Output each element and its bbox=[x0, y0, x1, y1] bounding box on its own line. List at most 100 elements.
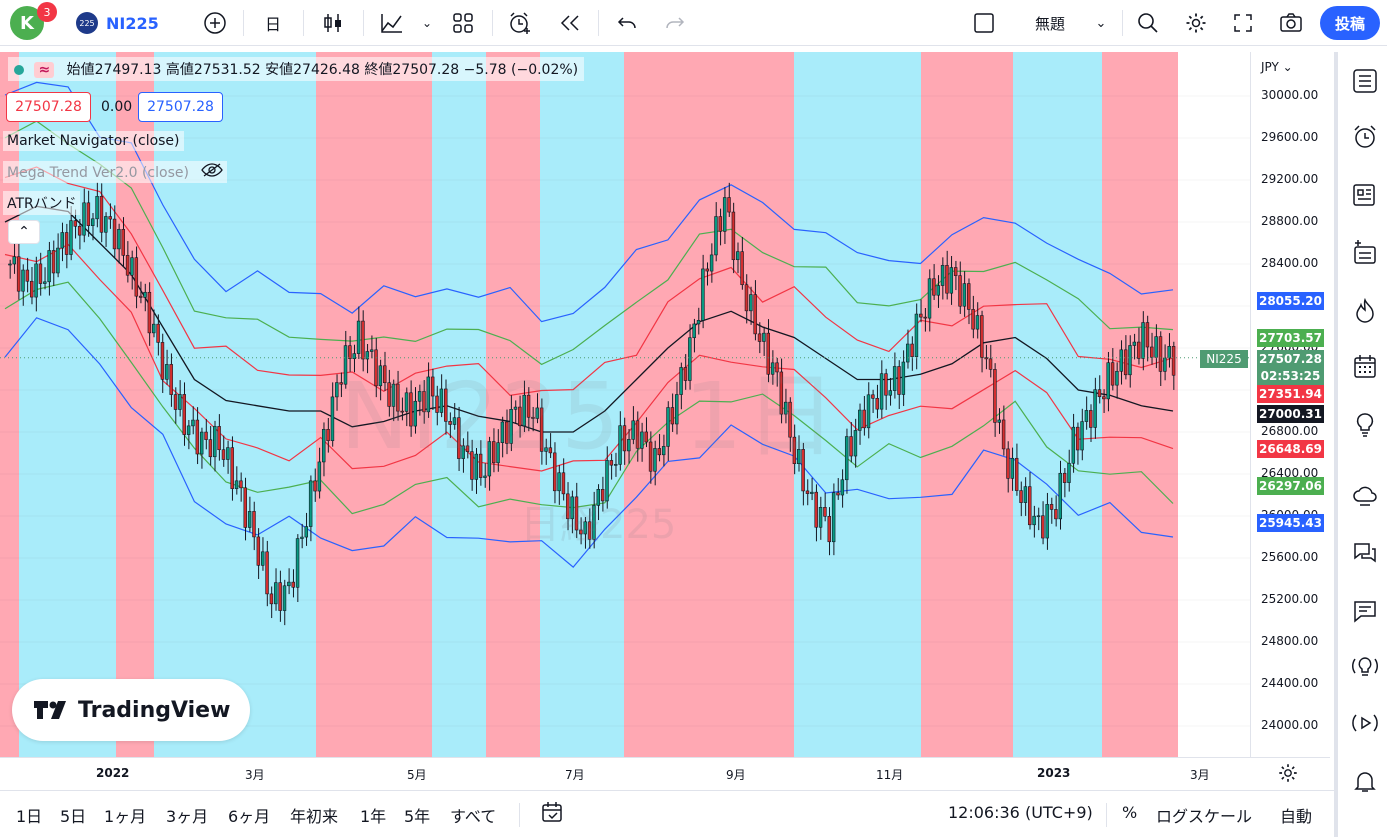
timezone-clock[interactable]: 12:06:36 (UTC+9) bbox=[948, 803, 1093, 822]
auto-scale-toggle[interactable]: 自動 bbox=[1280, 807, 1313, 826]
candle-up bbox=[810, 491, 814, 494]
candle-up bbox=[1010, 457, 1015, 479]
time-label: 3月 bbox=[1190, 768, 1210, 782]
candle-up bbox=[56, 247, 60, 274]
indicators-icon[interactable] bbox=[377, 7, 407, 39]
select-layout-icon[interactable] bbox=[970, 7, 998, 39]
notifications-bell-icon[interactable] bbox=[1348, 764, 1382, 798]
search-icon[interactable] bbox=[1133, 7, 1163, 39]
range-1y-button[interactable]: 1年 bbox=[360, 807, 387, 826]
time-axis[interactable]: 2022 3月 5月 7月 9月 11月 2023 3月 bbox=[0, 757, 1330, 789]
symbol-watermark: NI225, 1日 bbox=[340, 363, 839, 470]
candle-up bbox=[1154, 336, 1158, 358]
candle-down bbox=[422, 391, 426, 413]
range-ytd-button[interactable]: 年初来 bbox=[290, 807, 339, 826]
layout-name-button[interactable]: 無題 bbox=[1034, 14, 1065, 33]
band-upper-red bbox=[4, 166, 1174, 396]
chart-pane[interactable]: NI225, 1日 日経225 bbox=[0, 52, 1250, 757]
range-1m-button[interactable]: 1ヶ月 bbox=[104, 807, 147, 826]
range-all-button[interactable]: すべて bbox=[450, 807, 497, 826]
hidden-eye-icon[interactable] bbox=[201, 163, 224, 181]
indicator-atr-band[interactable]: ATRバンド bbox=[3, 191, 81, 215]
range-5y-button[interactable]: 5年 bbox=[404, 807, 431, 826]
candle-down bbox=[1158, 336, 1163, 372]
candle-up bbox=[82, 202, 86, 236]
candle-down bbox=[1171, 346, 1176, 376]
messages-icon[interactable] bbox=[1348, 594, 1382, 628]
candle-down bbox=[396, 383, 400, 412]
currency-selector[interactable]: JPY ⌄ bbox=[1261, 60, 1293, 74]
candle-up bbox=[356, 320, 361, 354]
chats-icon[interactable] bbox=[1348, 536, 1382, 570]
ideas-lightbulb-icon[interactable] bbox=[1348, 408, 1382, 442]
symbol-description-watermark: 日経225 bbox=[520, 502, 677, 548]
collapse-legend-chevron-up-icon[interactable]: ⌃ bbox=[8, 220, 40, 244]
interval-button[interactable]: 日 bbox=[264, 15, 281, 34]
price-tick-label: 28400.00 bbox=[1261, 256, 1319, 270]
alarm-clock-icon[interactable] bbox=[1348, 120, 1382, 154]
candle-up bbox=[544, 447, 548, 452]
candle-down bbox=[99, 196, 104, 233]
candle-down bbox=[348, 345, 352, 359]
streams-play-icon[interactable] bbox=[1348, 706, 1382, 740]
candle-up bbox=[853, 430, 858, 457]
candle-down bbox=[622, 425, 627, 452]
axis-settings-gear-icon[interactable] bbox=[1277, 762, 1299, 788]
candle-up bbox=[949, 267, 954, 294]
candle-up bbox=[1119, 349, 1124, 372]
redo-icon bbox=[660, 7, 690, 39]
tradingview-logo[interactable]: TradingView bbox=[12, 679, 250, 741]
percent-scale-toggle[interactable]: % bbox=[1122, 803, 1138, 822]
candle-up bbox=[1036, 515, 1041, 518]
goto-date-calendar-icon[interactable] bbox=[541, 801, 563, 827]
camera-icon[interactable] bbox=[1276, 7, 1306, 39]
range-5d-button[interactable]: 5日 bbox=[60, 807, 87, 826]
candle-up bbox=[391, 383, 396, 407]
range-6m-button[interactable]: 6ヶ月 bbox=[228, 807, 271, 826]
candle-up bbox=[1067, 462, 1071, 483]
alert-clock-icon[interactable] bbox=[505, 7, 535, 39]
replay-icon[interactable] bbox=[555, 7, 585, 39]
fullscreen-icon[interactable] bbox=[1228, 7, 1258, 39]
candle-up bbox=[274, 582, 278, 605]
candle-up bbox=[1023, 486, 1028, 503]
candle-up bbox=[675, 394, 679, 425]
log-scale-toggle[interactable]: ログスケール bbox=[1156, 807, 1253, 826]
undo-icon[interactable] bbox=[612, 7, 642, 39]
candle-up bbox=[679, 367, 683, 395]
streams-cloud-icon[interactable] bbox=[1348, 478, 1382, 512]
candle-up bbox=[940, 265, 945, 286]
chevron-down-icon[interactable]: ⌄ bbox=[1095, 15, 1107, 31]
templates-grid-icon[interactable] bbox=[448, 7, 478, 39]
indicator-market-navigator[interactable]: Market Navigator (close) bbox=[3, 131, 184, 151]
calendar-icon[interactable] bbox=[1348, 350, 1382, 384]
data-window-icon[interactable] bbox=[1348, 236, 1382, 270]
candle-up bbox=[749, 294, 753, 312]
candle-down bbox=[1102, 396, 1106, 400]
candle-up bbox=[509, 409, 513, 444]
chevron-down-icon[interactable]: ⌄ bbox=[421, 16, 433, 30]
candle-down bbox=[208, 439, 213, 458]
price-tick-label: 30000.00 bbox=[1261, 88, 1319, 102]
publish-button[interactable]: 投稿 bbox=[1320, 6, 1380, 40]
candle-down bbox=[243, 487, 248, 528]
compare-symbol-icon[interactable] bbox=[200, 7, 230, 39]
symbol-search-button[interactable]: NI225 bbox=[106, 13, 159, 33]
candle-down bbox=[448, 421, 452, 425]
watchlist-icon[interactable] bbox=[1348, 64, 1382, 98]
candle-up bbox=[692, 323, 696, 339]
gear-icon[interactable] bbox=[1181, 7, 1211, 39]
hotlists-fire-icon[interactable] bbox=[1348, 294, 1382, 328]
candle-down bbox=[86, 202, 91, 226]
band-upper-green bbox=[4, 120, 1174, 366]
news-icon[interactable] bbox=[1348, 178, 1382, 212]
tech-lightbulb-icon[interactable] bbox=[1348, 650, 1382, 684]
range-3m-button[interactable]: 3ヶ月 bbox=[166, 807, 209, 826]
trend-zone-blue bbox=[794, 52, 921, 757]
candle-style-icon[interactable] bbox=[318, 7, 348, 39]
indicator-mega-trend[interactable]: Mega Trend Ver2.0 (close) bbox=[3, 161, 228, 183]
candle-up bbox=[60, 232, 64, 249]
range-1d-button[interactable]: 1日 bbox=[16, 807, 43, 826]
candle-up bbox=[783, 401, 788, 415]
price-tag: 26297.06 bbox=[1257, 477, 1324, 495]
